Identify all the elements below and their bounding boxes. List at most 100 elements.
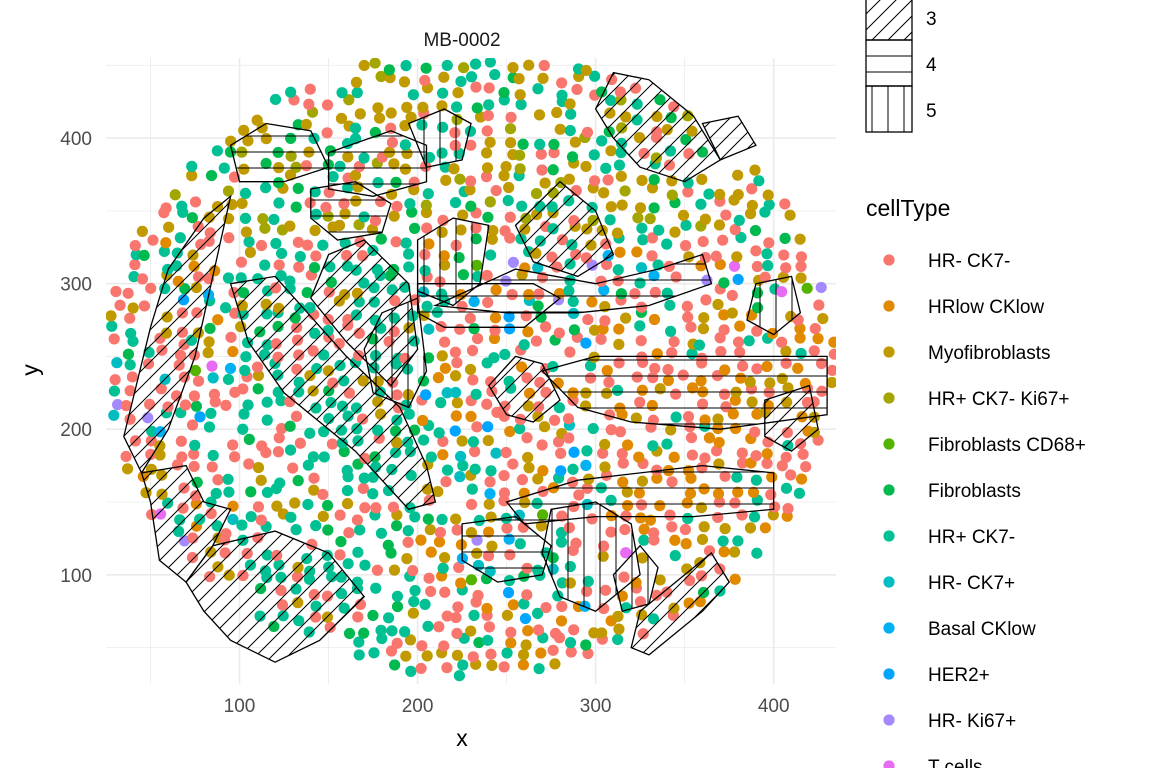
- cell-point: [500, 446, 512, 459]
- cell-point: [521, 589, 533, 601]
- cell-point: [703, 432, 716, 444]
- cell-point: [646, 232, 659, 244]
- cell-point: [321, 499, 334, 512]
- cell-point: [154, 449, 166, 461]
- cell-point: [599, 315, 611, 327]
- cell-point: [403, 261, 415, 273]
- cell-point: [290, 524, 302, 536]
- cell-point: [464, 184, 476, 196]
- cell-point: [547, 644, 559, 656]
- cell-point: [507, 61, 519, 74]
- cell-point: [681, 300, 693, 312]
- y-tick-label: 100: [60, 566, 92, 587]
- cell-point: [222, 185, 235, 197]
- cell-point: [482, 634, 494, 646]
- cell-point: [679, 240, 692, 252]
- cell-point: [290, 410, 303, 422]
- cell-point: [129, 259, 141, 271]
- cell-point: [471, 332, 484, 345]
- cell-point: [565, 108, 577, 120]
- cell-point: [532, 473, 544, 485]
- y-tick-labels: 100 200 300 400: [60, 129, 92, 587]
- cell-point: [432, 485, 444, 498]
- cell-point: [534, 138, 546, 150]
- cell-point: [736, 447, 748, 459]
- cell-point: [326, 438, 339, 450]
- cell-point: [399, 626, 411, 638]
- cell-point: [419, 74, 431, 87]
- cell-point: [188, 460, 200, 473]
- cell-point: [621, 439, 634, 451]
- cell-point: [728, 546, 741, 558]
- cell-point: [482, 109, 494, 122]
- cell-point: [466, 344, 479, 357]
- cell-point: [568, 324, 580, 336]
- cell-point: [284, 420, 296, 432]
- cell-point: [500, 161, 512, 173]
- cell-point: [188, 448, 200, 460]
- cell-point: [238, 124, 250, 136]
- region-horizontal: [432, 253, 713, 314]
- cell-point: [780, 451, 792, 463]
- cell-point: [465, 410, 477, 423]
- cell-point: [713, 219, 726, 231]
- cell-point: [556, 89, 568, 101]
- cell-point: [449, 370, 462, 382]
- cell-point: [600, 162, 612, 174]
- cell-point: [450, 513, 462, 525]
- cell-point: [388, 564, 401, 576]
- cell-point: [470, 81, 482, 93]
- cell-point: [451, 357, 463, 369]
- cell-point: [612, 633, 624, 646]
- cell-point: [664, 325, 677, 337]
- cell-point: [425, 546, 437, 558]
- cell-point: [605, 145, 617, 157]
- cell-point: [776, 460, 788, 472]
- cell-point: [728, 260, 741, 272]
- cell-point: [482, 211, 494, 223]
- cell-point: [239, 364, 251, 377]
- cell-point: [391, 637, 403, 649]
- cell-point: [391, 200, 403, 213]
- cell-point: [605, 201, 617, 213]
- cell-point: [301, 239, 314, 251]
- cell-point: [801, 282, 813, 294]
- cell-point: [334, 549, 346, 561]
- cell-point: [205, 407, 217, 420]
- cell-point: [425, 451, 437, 463]
- cell-point: [505, 637, 517, 649]
- cell-point: [779, 232, 791, 244]
- cell-point: [212, 314, 224, 326]
- cell-point: [484, 249, 497, 261]
- cell-point: [473, 636, 485, 649]
- cell-point: [507, 458, 519, 470]
- pattern-legend-label: 4: [926, 55, 937, 76]
- cell-point: [465, 574, 478, 586]
- cell-point: [780, 345, 792, 357]
- cell-point: [398, 76, 411, 88]
- cell-point: [284, 275, 296, 287]
- region-diagonal: [701, 115, 757, 161]
- cell-point: [453, 670, 465, 682]
- cell-point: [284, 444, 297, 456]
- cell-point: [452, 601, 464, 613]
- cell-point: [448, 163, 460, 175]
- cell-point: [488, 352, 500, 364]
- cell-point: [335, 535, 347, 548]
- cell-point: [498, 87, 510, 99]
- cell-point: [111, 357, 123, 369]
- cell-point: [638, 534, 650, 546]
- cell-point: [244, 246, 256, 258]
- cell-point: [743, 335, 755, 347]
- cell-point: [751, 325, 763, 337]
- cell-point: [304, 83, 316, 95]
- cell-point: [419, 598, 431, 610]
- cell-point: [341, 464, 353, 477]
- cell-point: [485, 648, 497, 660]
- cell-point: [580, 459, 592, 471]
- cell-point: [367, 609, 379, 622]
- cell-point: [553, 327, 565, 339]
- cell-point: [260, 182, 272, 194]
- cell-point: [256, 440, 268, 452]
